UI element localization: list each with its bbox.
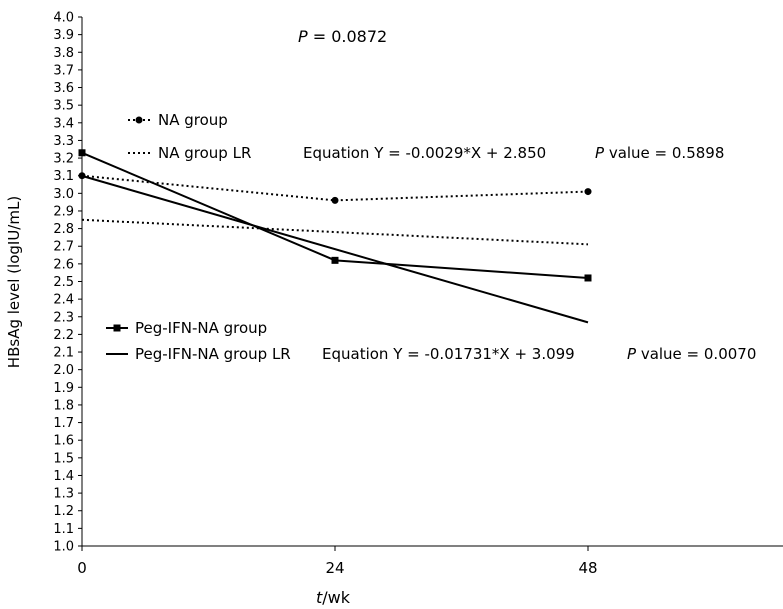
y-tick-label: 3.8: [53, 46, 74, 61]
legend-peg-lr-label: Peg-IFN-NA group LR: [135, 345, 291, 363]
x-axis-label-italic: t: [316, 588, 323, 607]
y-tick-label: 2.9: [53, 204, 74, 219]
overall-p-value: P = 0.0872: [298, 27, 387, 46]
legend-na-lr-p-rest: value = 0.5898: [604, 144, 724, 162]
y-tick-label: 2.1: [53, 346, 74, 361]
na-group-line: [81, 174, 589, 202]
overall-p-rest: = 0.0872: [308, 27, 388, 46]
y-tick-label: 1.8: [53, 398, 74, 413]
x-axis-label-rest: /wk: [322, 588, 350, 607]
legend-peg-label: Peg-IFN-NA group: [135, 319, 267, 337]
y-tick-label: 2.7: [53, 240, 74, 255]
y-tick-label: 1.0: [53, 540, 74, 555]
y-tick-label: 2.4: [53, 293, 74, 308]
y-tick-label: 1.7: [53, 416, 74, 431]
y-tick-label: 1.5: [53, 451, 74, 466]
legend-na-lr-p-italic: P: [595, 144, 605, 162]
x-tick-labels: 0 24 48: [77, 546, 598, 577]
y-tick-label: 1.6: [53, 434, 74, 449]
x-tick-label: 24: [325, 559, 344, 577]
legend-peg-lr: Peg-IFN-NA group LR Equation Y = -0.0173…: [106, 345, 756, 363]
legend-na-lr: NA group LR Equation Y = -0.0029*X + 2.8…: [128, 144, 724, 162]
legend-na-lr-equation: Equation Y = -0.0029*X + 2.850: [303, 144, 546, 162]
legend-na-label: NA group: [158, 111, 228, 129]
y-tick-label: 1.2: [53, 504, 74, 519]
x-tick-label: 48: [578, 559, 597, 577]
legend-peg-lr-p-rest: value = 0.0070: [636, 345, 756, 363]
peg-ifn-na-group-point: [331, 256, 339, 264]
peg-ifn-na-group-lr-line: [81, 174, 589, 324]
overall-p-italic: P: [298, 27, 308, 46]
y-tick-label: 3.5: [53, 99, 74, 114]
axes: [81, 17, 783, 547]
na-group-point: [331, 196, 339, 204]
y-tick-label: 1.9: [53, 381, 74, 396]
y-tick-label: 2.3: [53, 310, 74, 325]
y-tick-label: 2.0: [53, 363, 74, 378]
legend-peg-lr-p-italic: P: [627, 345, 637, 363]
legend-na-lr-p: P value = 0.5898: [595, 144, 724, 162]
peg-ifn-na-group-point: [584, 274, 592, 282]
legend-peg-lr-p: P value = 0.0070: [627, 345, 756, 363]
y-tick-label: 4.0: [53, 11, 74, 26]
y-tick-label: 3.0: [53, 187, 74, 202]
y-tick-label: 3.6: [53, 81, 74, 96]
y-tick-label: 1.1: [53, 522, 74, 537]
y-tick-label: 3.7: [53, 63, 74, 78]
y-tick-label: 3.3: [53, 134, 74, 149]
y-tick-label: 2.8: [53, 222, 74, 237]
legend-na: NA group: [128, 111, 228, 129]
y-tick-label: 1.3: [53, 487, 74, 502]
legend-na-marker: [135, 116, 143, 124]
y-tick-label: 3.4: [53, 116, 74, 131]
legend-na-lr-label: NA group LR: [158, 144, 251, 162]
y-tick-label: 2.5: [53, 275, 74, 290]
y-tick-label: 1.4: [53, 469, 74, 484]
x-tick-label: 0: [77, 559, 87, 577]
na-group-lr-line: [81, 218, 589, 246]
legend-peg-marker: [113, 324, 121, 332]
series-group: [78, 149, 592, 324]
legend-peg-lr-equation: Equation Y = -0.01731*X + 3.099: [322, 345, 575, 363]
y-axis-label: HBsAg level (logIU/mL): [5, 196, 23, 368]
peg-ifn-na-group-point: [78, 149, 86, 157]
legend-peg: Peg-IFN-NA group: [106, 319, 267, 337]
y-tick-label: 3.9: [53, 28, 74, 43]
y-tick-labels: 1.0 1.1 1.2 1.3 1.4 1.5 1.6 1.7 1.8 1.9 2.0 2.1 2.2 2…: [53, 11, 82, 555]
y-tick-label: 2.2: [53, 328, 74, 343]
na-group-point: [78, 172, 86, 180]
na-group-point: [584, 188, 592, 196]
y-tick-label: 3.2: [53, 152, 74, 167]
y-tick-label: 2.6: [53, 257, 74, 272]
x-axis-label: t/wk: [316, 588, 351, 607]
y-tick-label: 3.1: [53, 169, 74, 184]
